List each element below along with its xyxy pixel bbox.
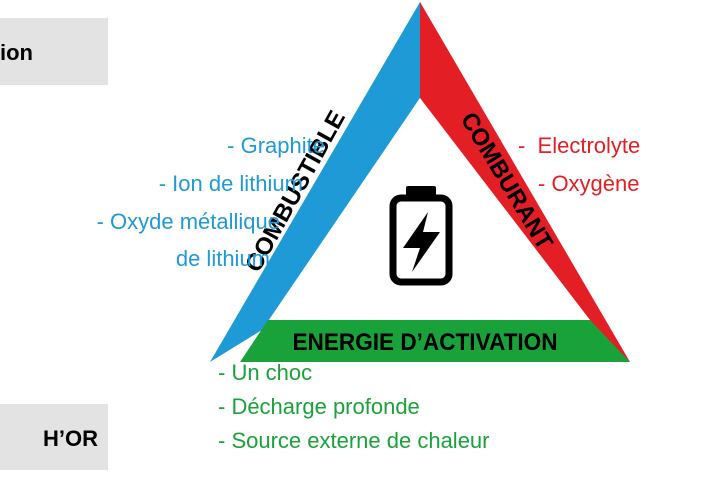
fuel-item: - Oxyde métallique: [97, 209, 280, 234]
fuel-item: - Graphite: [227, 133, 325, 158]
activation-item: - Un choc: [218, 360, 312, 385]
oxidizer-item: - Oxygène: [538, 171, 640, 196]
fuel-side: [210, 2, 420, 362]
oxidizer-item: - Electrolyte: [518, 133, 640, 158]
box-label: H’OR: [43, 426, 98, 451]
activation-item: - Décharge profonde: [218, 394, 420, 419]
activation-item: - Source externe de chaleur: [218, 428, 490, 453]
box: [0, 404, 108, 470]
activation-side: [240, 320, 630, 362]
box-label: ion: [0, 40, 33, 65]
activation-label: ENERGIE D’ACTIVATION: [293, 329, 558, 356]
fuel-item: - Ion de lithium: [159, 171, 303, 196]
interior: [270, 98, 590, 320]
battery-icon: [389, 186, 453, 286]
oxidizer-side: [420, 2, 630, 362]
box: [0, 18, 108, 85]
fuel-item: de lithium: [176, 246, 270, 271]
